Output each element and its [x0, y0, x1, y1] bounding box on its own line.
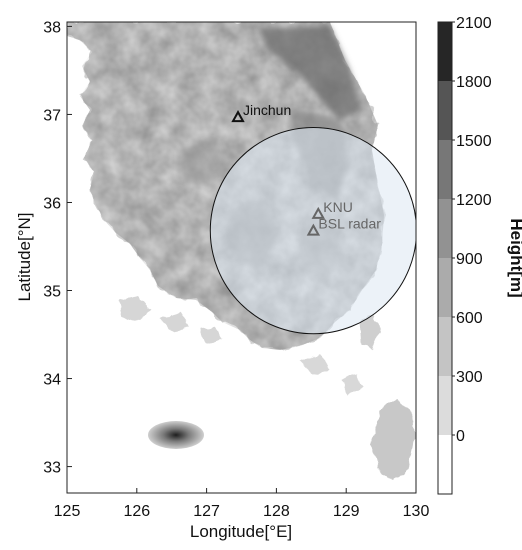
y-tick-label: 33 — [43, 460, 61, 477]
colorbar-tick-label: 1500 — [456, 133, 492, 150]
site-label-jinchun: Jinchun — [243, 102, 291, 118]
colorbar-cell — [438, 81, 452, 140]
plot-frame — [66, 21, 417, 494]
colorbar-cell — [438, 317, 452, 376]
y-tick-label: 37 — [43, 107, 61, 124]
x-axis-ticks: 125 126 127 128 129 130 — [54, 488, 430, 520]
x-tick-label: 128 — [263, 503, 290, 520]
y-axis-ticks: 33 34 35 36 37 38 — [43, 19, 72, 477]
colorbar-cell — [438, 140, 452, 199]
islands-southwest — [118, 296, 222, 344]
x-tick-label: 129 — [333, 503, 360, 520]
colorbar-title: Height[m] — [507, 218, 522, 297]
map-plot-area: 125 126 127 128 129 130 33 34 35 36 37 38 Jinchun K… — [43, 19, 429, 520]
colorbar-cell — [438, 22, 452, 81]
colorbar-tick-labels: 0 300 600 900 1200 1500 1800 2100 — [452, 15, 492, 445]
y-tick-label: 35 — [43, 284, 61, 301]
site-marker-knu — [311, 206, 325, 219]
y-axis-title: Latitude[°N] — [15, 212, 34, 301]
colorbar-cell — [438, 199, 452, 258]
y-tick-label: 34 — [43, 372, 61, 389]
colorbar-tick-label: 0 — [456, 428, 465, 445]
jeju-island — [148, 421, 204, 449]
x-tick-label: 126 — [123, 503, 150, 520]
colorbar-cell — [438, 435, 452, 494]
colorbar-tick-label: 600 — [456, 310, 483, 327]
colorbar-tick-label: 1800 — [456, 74, 492, 91]
colorbar-tick-label: 2100 — [456, 15, 492, 32]
x-tick-label: 127 — [193, 503, 220, 520]
y-tick-label: 38 — [43, 19, 61, 36]
island-ulleung-side — [360, 316, 380, 348]
colorbar-tick-label: 900 — [456, 251, 483, 268]
tsushima-terrain — [372, 400, 414, 482]
colorbar-tick-label: 1200 — [456, 192, 492, 209]
colorbar-cell — [438, 258, 452, 317]
colorbar-cell — [438, 376, 452, 435]
site-label-knu: KNU — [323, 199, 353, 215]
islands-southcoast — [300, 354, 362, 394]
site-label-bsl-radar: BSL radar — [318, 216, 381, 232]
x-tick-label: 130 — [403, 503, 430, 520]
y-tick-label: 36 — [43, 195, 61, 212]
site-marker-bsl-radar — [306, 223, 321, 236]
colorbar: 0 300 600 900 1200 1500 1800 2100 Height[m] — [437, 15, 522, 495]
site-marker-jinchun — [231, 110, 245, 123]
colorbar-tick-label: 300 — [456, 369, 483, 386]
colorbar-cells — [438, 22, 452, 494]
radar-coverage-circle — [209, 127, 416, 335]
x-axis-title: Longitude[°E] — [190, 522, 292, 541]
x-tick-label: 125 — [54, 503, 81, 520]
